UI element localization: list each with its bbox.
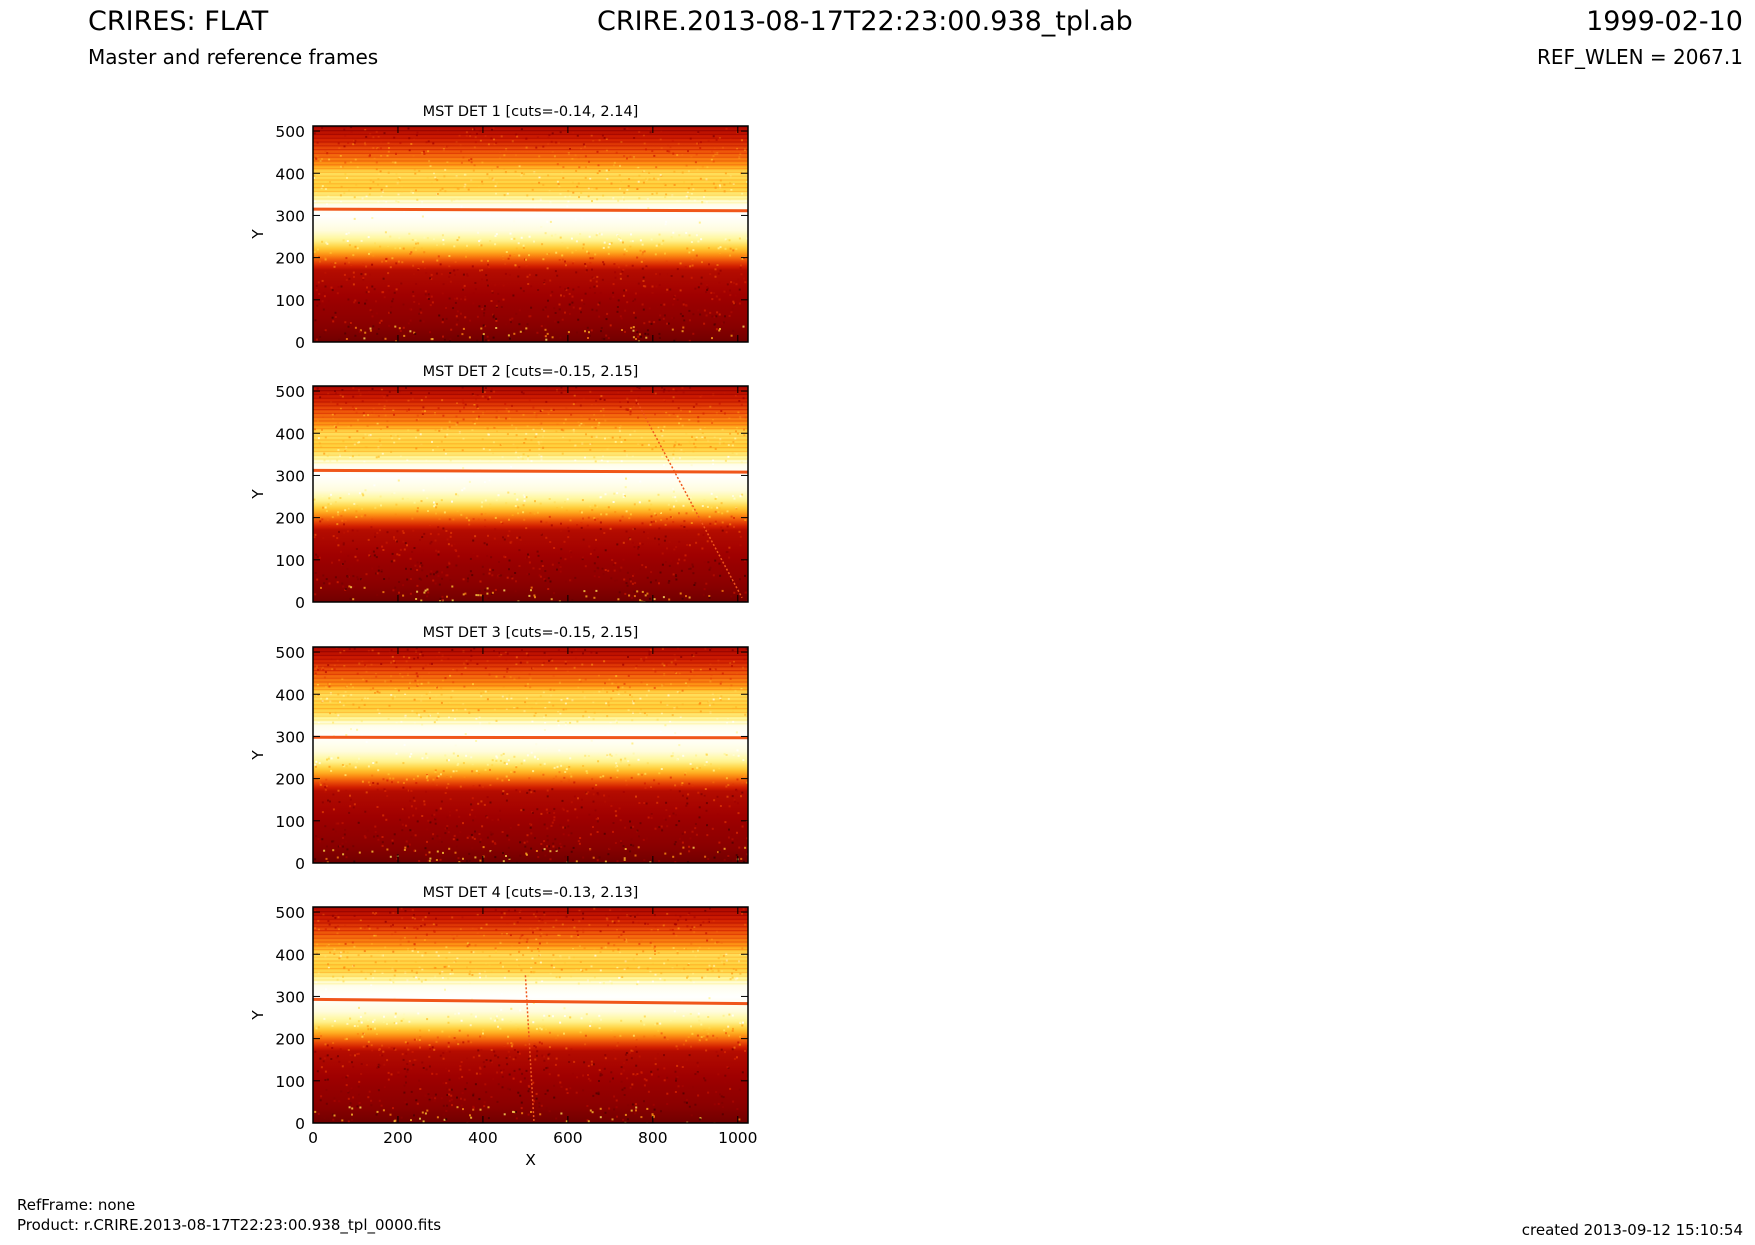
y-tick-label: 100 bbox=[275, 552, 305, 570]
panel-title: MST DET 3 [cuts=-0.15, 2.15] bbox=[423, 625, 639, 641]
panel-title: MST DET 4 [cuts=-0.13, 2.13] bbox=[423, 885, 639, 901]
y-tick-label: 200 bbox=[275, 771, 305, 789]
page-subtitle: Master and reference frames bbox=[88, 45, 379, 69]
panel-title: MST DET 1 [cuts=-0.14, 2.14] bbox=[423, 104, 639, 120]
bright-row-line bbox=[312, 468, 749, 474]
y-tick-label: 500 bbox=[275, 644, 305, 662]
plot-frame bbox=[312, 646, 749, 864]
x-tick-label: 600 bbox=[553, 1129, 583, 1147]
y-tick-label: 500 bbox=[275, 123, 305, 141]
x-tick-label: 1000 bbox=[718, 1129, 757, 1147]
ref-frame-note: RefFrame: none bbox=[17, 1196, 136, 1214]
panel-title: MST DET 2 [cuts=-0.15, 2.15] bbox=[423, 364, 639, 380]
y-tick-label: 300 bbox=[275, 207, 305, 225]
heatmap-noise bbox=[313, 647, 748, 863]
y-tick-label: 0 bbox=[295, 334, 305, 352]
y-tick-label: 300 bbox=[275, 467, 305, 485]
y-tick-label: 100 bbox=[275, 1073, 305, 1091]
y-tick-label: 400 bbox=[275, 425, 305, 443]
heatmap-noise bbox=[313, 126, 748, 342]
y-axis-label: Y bbox=[249, 489, 267, 500]
detector-panel-1: MST DET 1 [cuts=-0.14, 2.14] 0 100 200 300 40… bbox=[249, 104, 749, 352]
y-tick-label: 300 bbox=[275, 988, 305, 1006]
y-tick-label: 400 bbox=[275, 946, 305, 964]
y-tick-label: 0 bbox=[295, 855, 305, 873]
y-axis-label: Y bbox=[249, 229, 267, 240]
page-title: CRIRES: FLAT bbox=[88, 6, 269, 37]
bright-row-line bbox=[312, 997, 749, 1006]
diagonal-streak bbox=[524, 975, 535, 1121]
x-tick-label: 400 bbox=[468, 1129, 498, 1147]
y-tick-label: 500 bbox=[275, 383, 305, 401]
detector-panel-2: MST DET 2 [cuts=-0.15, 2.15] 0 100 200 300 40… bbox=[249, 364, 749, 612]
x-axis-label: X bbox=[525, 1151, 536, 1169]
x-tick-label: 800 bbox=[638, 1129, 668, 1147]
plot-frame bbox=[312, 385, 749, 603]
x-tick-label: 0 bbox=[308, 1129, 318, 1147]
y-tick-label: 200 bbox=[275, 1031, 305, 1049]
heatmap-image bbox=[313, 386, 748, 602]
y-tick-label: 200 bbox=[275, 250, 305, 268]
x-tick-label: 200 bbox=[383, 1129, 413, 1147]
plot-frame bbox=[312, 906, 749, 1124]
y-tick-label: 400 bbox=[275, 686, 305, 704]
y-axis-label: Y bbox=[249, 750, 267, 761]
plot-frame bbox=[312, 125, 749, 343]
file-name: CRIRE.2013-08-17T22:23:00.938_tpl.ab bbox=[597, 6, 1133, 37]
y-axis-label: Y bbox=[249, 1010, 267, 1021]
y-tick-label: 200 bbox=[275, 510, 305, 528]
detector-panel-3: MST DET 3 [cuts=-0.15, 2.15] 0 100 200 300 40… bbox=[249, 625, 749, 873]
y-tick-label: 100 bbox=[275, 813, 305, 831]
y-tick-label: 100 bbox=[275, 292, 305, 310]
heatmap-image bbox=[313, 126, 748, 342]
diagonal-streak bbox=[635, 399, 743, 599]
observation-date: 1999-02-10 bbox=[1586, 6, 1743, 37]
y-tick-label: 0 bbox=[295, 1115, 305, 1133]
y-tick-label: 400 bbox=[275, 165, 305, 183]
y-tick-label: 500 bbox=[275, 904, 305, 922]
product-name: Product: r.CRIRE.2013-08-17T22:23:00.938… bbox=[17, 1216, 442, 1234]
heatmap-noise bbox=[313, 907, 748, 1123]
bright-row-line bbox=[312, 207, 749, 213]
heatmap-noise bbox=[313, 386, 748, 602]
ref-wavelength: REF_WLEN = 2067.1 bbox=[1536, 45, 1743, 69]
created-timestamp: created 2013-09-12 15:10:54 bbox=[1521, 1221, 1743, 1239]
detector-panel-4: MST DET 4 [cuts=-0.13, 2.13] 0 100 200 300 40… bbox=[249, 885, 758, 1169]
y-tick-label: 0 bbox=[295, 594, 305, 612]
y-tick-label: 300 bbox=[275, 728, 305, 746]
